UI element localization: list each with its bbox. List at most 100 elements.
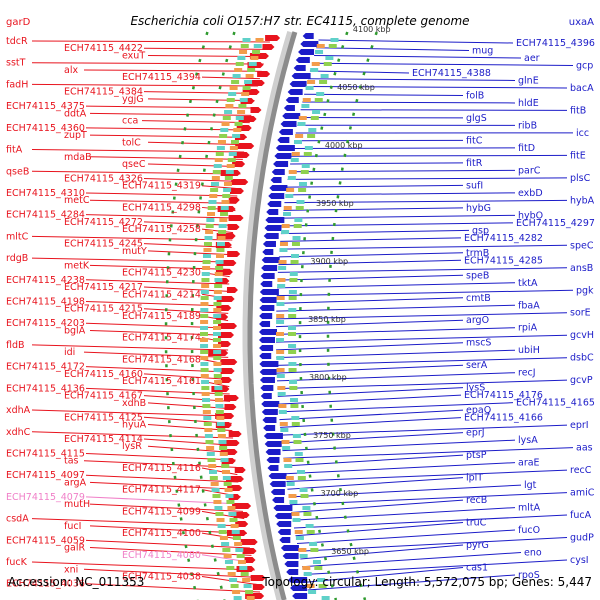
function-track-block [215,254,224,258]
function-track-block [217,434,226,438]
gene-label-reverse: fitE [570,150,586,161]
function-track-block [310,548,319,552]
gene-label-forward: ECH74115_4161 [122,376,201,387]
gene-label-reverse: ECH74115_4282 [464,233,543,244]
label-connector-forward [85,539,250,549]
function-track-block [214,272,223,276]
forward-feature [232,161,246,167]
function-track-block [220,212,229,216]
function-track-block [298,116,307,120]
reverse-feature [261,265,278,271]
function-track-block [219,218,228,222]
gene-label-forward: ECH74115_4422 [64,43,143,54]
gene-label-reverse: hybO [518,210,543,221]
label-connector-forward [85,279,230,285]
function-track-block [242,38,251,42]
function-track-block [288,362,297,366]
function-track-block [288,290,297,294]
forward-feature [231,179,249,185]
function-track-block [290,158,299,162]
function-track-block [297,122,306,126]
function-track-block [288,326,297,330]
function-track-block [231,530,240,534]
function-track-block [205,440,214,444]
reverse-feature [280,121,297,127]
kbp-tick-label: 3650 kbp [331,547,369,556]
gene-label-forward: ECH74115_4079 [6,492,85,503]
function-track-block [200,302,209,306]
gene-label-forward: ECH74115_4258 [122,224,201,235]
reverse-feature [286,569,299,575]
label-connector-reverse [316,47,470,51]
reverse-feature [289,81,307,87]
function-track-block [299,554,308,558]
function-track-block [201,386,210,390]
function-track-block [283,212,292,216]
gene-label-forward: ECH74115_4125 [64,412,143,423]
gene-label-reverse: ptsP [466,450,487,461]
function-track-block [215,512,224,516]
forward-feature [257,71,271,77]
function-track-block [318,584,327,588]
genome-info-label: Topology: circular; Length: 5,572,075 bp… [261,575,592,589]
gene-label-reverse: hldE [518,98,539,109]
gene-label-reverse: recC [570,465,592,476]
gene-label-reverse: cas1 [466,563,488,574]
reverse-feature [260,281,273,287]
forward-feature [250,575,266,581]
function-track-block [229,86,238,90]
gene-label-reverse: ECH74115_4396 [516,38,595,49]
forward-feature [228,431,242,437]
label-connector-forward [31,149,245,153]
function-track-block [300,170,309,174]
label-connector-reverse [282,214,516,219]
gene-label-reverse: serA [466,360,488,371]
function-track-block [280,428,289,432]
kbp-tick-label: 3700 kbp [320,489,358,498]
function-track-block [239,98,248,102]
gene-label-forward: xdhC [6,427,31,438]
reverse-feature [259,289,279,295]
reverse-feature [273,161,289,167]
gene-label-forward: ECH74115_4245 [64,239,143,250]
function-track-block [216,422,225,426]
reverse-feature [268,193,285,199]
kbp-tick-label: 3750 kbp [313,431,351,440]
gene-label-forward: ECH74115_4168 [122,354,201,365]
function-track-block [200,290,209,294]
kbp-tick-label: 3950 kbp [316,199,354,208]
reverse-feature [302,33,314,39]
forward-feature [262,44,275,50]
gene-label-reverse: mltA [518,503,541,514]
function-track-block [209,194,218,198]
forward-feature [224,404,237,410]
forward-feature [242,548,257,554]
label-connector-reverse [280,424,568,436]
function-track-block [286,188,295,192]
function-track-block [306,530,315,534]
gene-label-reverse: ECH74115_4166 [464,413,543,424]
forward-feature [235,143,255,149]
gene-label-reverse: bacA [570,83,594,94]
gene-label-forward: alx [64,65,78,76]
forward-feature [218,332,234,338]
function-track-block [200,314,209,318]
function-track-block [288,350,297,354]
function-track-block [281,224,290,228]
function-track-block [245,74,254,78]
label-connector-reverse [311,62,574,66]
reverse-feature [300,41,319,47]
gene-label-forward: ECH74115_4272 [64,217,143,228]
function-track-block [289,500,298,504]
function-track-block [239,50,248,54]
gene-label-reverse: rpiA [518,323,538,334]
function-track-block [246,596,255,600]
function-track-block [241,92,250,96]
function-track-block [214,380,223,384]
function-track-block [283,458,292,462]
reverse-feature [271,169,285,175]
reverse-feature [263,233,279,239]
function-track-block [317,578,326,582]
forward-feature [232,503,252,509]
label-connector-reverse [276,372,516,382]
